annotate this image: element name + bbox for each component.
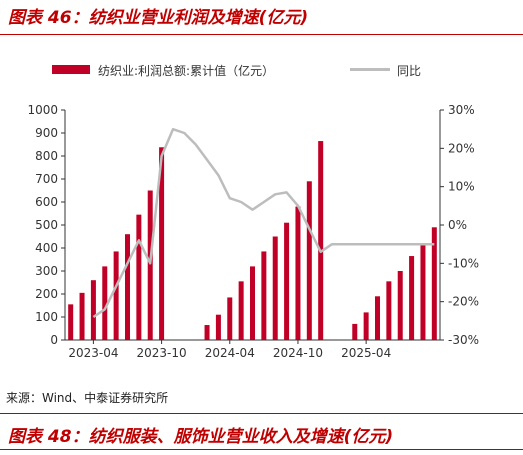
bar-2023-03: [79, 292, 85, 340]
y-left-tick-label: 800: [35, 149, 58, 163]
x-tick-label: 2024-10: [273, 346, 323, 360]
y-right-tick-label: 10%: [448, 180, 475, 194]
bar-2024-05: [238, 281, 244, 340]
bar-2024-11: [306, 181, 312, 340]
title-rule-top: [0, 34, 523, 35]
y-right-tick-label: 30%: [448, 103, 475, 117]
legend-swatch-bar: [52, 65, 90, 74]
y-left-tick-label: 900: [35, 126, 58, 140]
bar-2023-06: [113, 251, 119, 340]
x-tick-label: 2024-04: [205, 346, 255, 360]
y-left-tick-label: 1000: [27, 103, 58, 117]
bar-2024-04: [227, 297, 233, 340]
x-tick-label: 2023-04: [68, 346, 118, 360]
x-tick-label: 2025-04: [341, 346, 391, 360]
y-left-tick-label: 300: [35, 264, 58, 278]
bar-2025-04: [363, 312, 369, 340]
chart-axes: 0 100 200 300 400 500 600 700 800 900 1000 -30% -20%…: [27, 103, 479, 360]
figure-title-bottom: 图表 48：纺织服装、服饰业营业收入及增速(亿元): [8, 427, 394, 447]
yoy-line-series: [92, 127, 435, 319]
bar-2025-08: [409, 256, 415, 340]
title-rule-bottom: [0, 449, 523, 450]
figure-title-top: 图表 46：纺织业营业利润及增速(亿元): [8, 8, 309, 28]
yoy-line: [92, 127, 435, 319]
bar-2024-02: [204, 325, 210, 340]
bar-2025-06: [386, 281, 392, 340]
bar-2024-08: [272, 236, 278, 340]
bar-2023-04: [90, 280, 96, 340]
y-left-tick-label: 0: [50, 333, 58, 347]
y-left-tick-label: 200: [35, 287, 58, 301]
bar-2023-07: [125, 234, 130, 340]
bar-series: [68, 141, 437, 340]
bar-2023-10: [159, 147, 165, 340]
legend-label-line: 同比: [397, 64, 422, 78]
bar-2023-09: [147, 190, 153, 340]
bar-2025-09: [420, 244, 426, 340]
bar-2023-02: [68, 304, 74, 340]
y-left-tick-label: 100: [35, 310, 58, 324]
y-left-tick-label: 600: [35, 195, 58, 209]
x-tick-label: 2023-10: [137, 346, 187, 360]
bar-2024-09: [284, 222, 290, 340]
bar-2025-05: [375, 296, 380, 340]
source-rule: [0, 413, 523, 414]
y-right-tick-label: 0%: [448, 218, 467, 232]
bar-2024-12: [318, 141, 324, 340]
legend-label-bar: 纺织业:利润总额:累计值（亿元）: [98, 64, 275, 78]
bar-2024-07: [261, 251, 267, 340]
source-note: 来源：Wind、中泰证券研究所: [6, 391, 169, 405]
y-right-tick-label: -20%: [448, 295, 479, 309]
legend-swatch-line: [350, 68, 390, 71]
chart-legend: 纺织业:利润总额:累计值（亿元） 同比: [0, 60, 523, 80]
bar-2025-03: [352, 323, 358, 340]
y-left-tick-label: 500: [35, 218, 58, 232]
bar-2024-10: [295, 206, 301, 340]
bar-2025-07: [397, 271, 403, 340]
y-left-tick-label: 400: [35, 241, 58, 255]
bar-2024-06: [250, 266, 255, 340]
y-right-tick-label: -30%: [448, 333, 479, 347]
y-right-tick-label: -10%: [448, 256, 479, 270]
bar-2025-10: [431, 227, 437, 340]
bar-2023-08: [136, 214, 142, 340]
bar-2024-03: [215, 314, 221, 340]
y-left-tick-label: 700: [35, 172, 58, 186]
y-right-tick-label: 20%: [448, 141, 475, 155]
bar-2023-05: [102, 266, 108, 340]
